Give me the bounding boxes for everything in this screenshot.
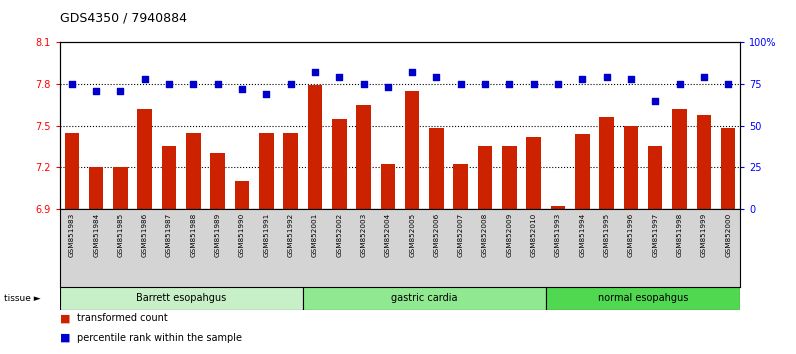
Text: GSM852007: GSM852007	[458, 213, 464, 257]
Text: Barrett esopahgus: Barrett esopahgus	[136, 293, 226, 303]
Point	[333, 75, 345, 80]
Bar	[696, 115, 711, 209]
Text: normal esopahgus: normal esopahgus	[598, 293, 689, 303]
Bar	[162, 147, 177, 209]
Text: GSM852006: GSM852006	[434, 213, 439, 257]
Bar	[283, 133, 298, 209]
Text: GSM852008: GSM852008	[482, 213, 488, 257]
Point	[139, 76, 151, 82]
Point	[503, 81, 516, 87]
Text: GSM852010: GSM852010	[531, 213, 537, 257]
Point	[478, 81, 491, 87]
Bar	[454, 165, 468, 209]
Bar	[502, 147, 517, 209]
Text: GSM852000: GSM852000	[725, 213, 732, 257]
Bar	[302, 287, 546, 310]
Point	[187, 81, 200, 87]
Text: gastric cardia: gastric cardia	[391, 293, 458, 303]
Bar	[546, 287, 740, 310]
Bar	[623, 126, 638, 209]
Point	[430, 75, 443, 80]
Text: GSM851995: GSM851995	[603, 213, 610, 257]
Text: GSM851999: GSM851999	[700, 213, 707, 257]
Point	[357, 81, 370, 87]
Bar	[405, 91, 419, 209]
Text: GSM851991: GSM851991	[263, 213, 269, 257]
Point	[697, 75, 710, 80]
Point	[211, 81, 224, 87]
Text: GSM851994: GSM851994	[579, 213, 585, 257]
Bar	[478, 147, 493, 209]
Point	[600, 75, 613, 80]
Bar	[259, 133, 274, 209]
Text: GSM851983: GSM851983	[68, 213, 75, 257]
Point	[260, 91, 273, 97]
Text: ■: ■	[60, 313, 70, 323]
Text: GSM851984: GSM851984	[93, 213, 100, 257]
Text: transformed count: transformed count	[77, 313, 168, 323]
Bar	[380, 165, 395, 209]
Text: ■: ■	[60, 333, 70, 343]
Bar	[673, 109, 687, 209]
Text: GSM851998: GSM851998	[677, 213, 682, 257]
Text: GSM852004: GSM852004	[384, 213, 391, 257]
Bar	[332, 119, 346, 209]
Point	[527, 81, 540, 87]
Text: GSM852009: GSM852009	[506, 213, 513, 257]
Text: GSM851996: GSM851996	[628, 213, 634, 257]
Point	[649, 98, 661, 104]
Text: GSM851988: GSM851988	[190, 213, 197, 257]
Bar	[138, 109, 152, 209]
Text: GSM851992: GSM851992	[287, 213, 294, 257]
Bar	[60, 287, 302, 310]
Text: GSM852002: GSM852002	[336, 213, 342, 257]
Text: GDS4350 / 7940884: GDS4350 / 7940884	[60, 12, 187, 25]
Text: GSM851987: GSM851987	[166, 213, 172, 257]
Point	[284, 81, 297, 87]
Point	[162, 81, 175, 87]
Bar	[526, 137, 541, 209]
Bar	[551, 206, 565, 209]
Point	[90, 88, 103, 93]
Point	[455, 81, 467, 87]
Text: GSM851990: GSM851990	[239, 213, 245, 257]
Text: GSM852005: GSM852005	[409, 213, 416, 257]
Bar	[648, 147, 662, 209]
Point	[236, 86, 248, 92]
Bar	[235, 181, 249, 209]
Text: GSM851993: GSM851993	[555, 213, 561, 257]
Text: GSM851989: GSM851989	[215, 213, 220, 257]
Bar	[89, 167, 103, 209]
Point	[576, 76, 589, 82]
Bar	[113, 167, 127, 209]
Point	[381, 85, 394, 90]
Text: GSM851985: GSM851985	[118, 213, 123, 257]
Bar	[307, 85, 322, 209]
Text: GSM851986: GSM851986	[142, 213, 148, 257]
Bar	[575, 134, 590, 209]
Text: percentile rank within the sample: percentile rank within the sample	[77, 333, 242, 343]
Point	[673, 81, 686, 87]
Bar	[599, 118, 614, 209]
Bar	[186, 133, 201, 209]
Text: tissue ►: tissue ►	[4, 294, 41, 303]
Point	[552, 81, 564, 87]
Bar	[429, 129, 443, 209]
Point	[722, 81, 735, 87]
Bar	[357, 105, 371, 209]
Point	[309, 70, 322, 75]
Bar	[721, 129, 736, 209]
Point	[65, 81, 78, 87]
Text: GSM852001: GSM852001	[312, 213, 318, 257]
Bar	[64, 133, 79, 209]
Point	[114, 88, 127, 93]
Text: GSM852003: GSM852003	[361, 213, 366, 257]
Text: GSM851997: GSM851997	[652, 213, 658, 257]
Bar	[210, 153, 225, 209]
Point	[406, 70, 419, 75]
Point	[625, 76, 638, 82]
